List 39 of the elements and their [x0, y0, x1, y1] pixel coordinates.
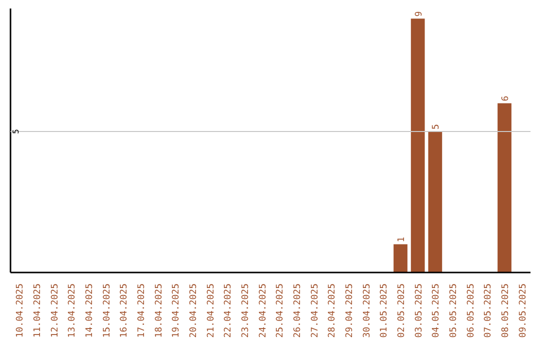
x-tick-label: 27.04.2025 [310, 283, 320, 338]
x-tick-label: 08.05.2025 [501, 283, 511, 338]
data-label: 6 [501, 96, 511, 102]
x-tick-label: 20.04.2025 [189, 283, 199, 338]
x-tick-label: 15.04.2025 [102, 283, 112, 338]
x-tick-label: 29.04.2025 [345, 283, 355, 338]
x-tick-label: 14.04.2025 [85, 283, 95, 338]
x-tick-label: 04.05.2025 [432, 283, 442, 338]
x-tick-label: 30.04.2025 [362, 283, 372, 338]
data-label: 1 [397, 236, 407, 242]
x-tick-label: 19.04.2025 [172, 283, 182, 338]
x-tick-label: 02.05.2025 [397, 283, 407, 338]
x-tick-label: 25.04.2025 [276, 283, 286, 338]
bar [410, 18, 425, 272]
data-label: 9 [414, 11, 424, 17]
x-tick-label: 12.04.2025 [50, 283, 60, 338]
bar [394, 244, 408, 272]
x-tick-label: 17.04.2025 [137, 283, 147, 338]
x-tick-label: 11.04.2025 [33, 283, 43, 338]
ref-line-label: 5 [12, 128, 20, 134]
x-tick-label: 18.04.2025 [154, 283, 164, 338]
data-label: 5 [432, 124, 442, 130]
x-tick-label: 26.04.2025 [293, 283, 303, 338]
x-tick-label: 01.05.2025 [380, 283, 390, 338]
x-tick-label: 07.05.2025 [484, 283, 494, 338]
bar [498, 103, 512, 272]
x-tick-label: 28.04.2025 [328, 283, 338, 338]
x-tick-label: 16.04.2025 [120, 283, 130, 338]
x-tick-label: 06.05.2025 [466, 283, 476, 338]
x-tick-label: 10.04.2025 [16, 283, 26, 338]
x-tick-label: 09.05.2025 [518, 283, 528, 338]
x-tick-label: 24.04.2025 [258, 283, 268, 338]
x-tick-label: 13.04.2025 [68, 283, 78, 338]
x-tick-label: 23.04.2025 [241, 283, 251, 338]
x-tick-label: 22.04.2025 [224, 283, 234, 338]
x-tick-label: 05.05.2025 [449, 283, 459, 338]
x-tick-label: 03.05.2025 [414, 283, 424, 338]
bar [428, 131, 442, 272]
x-tick-label: 21.04.2025 [206, 283, 216, 338]
